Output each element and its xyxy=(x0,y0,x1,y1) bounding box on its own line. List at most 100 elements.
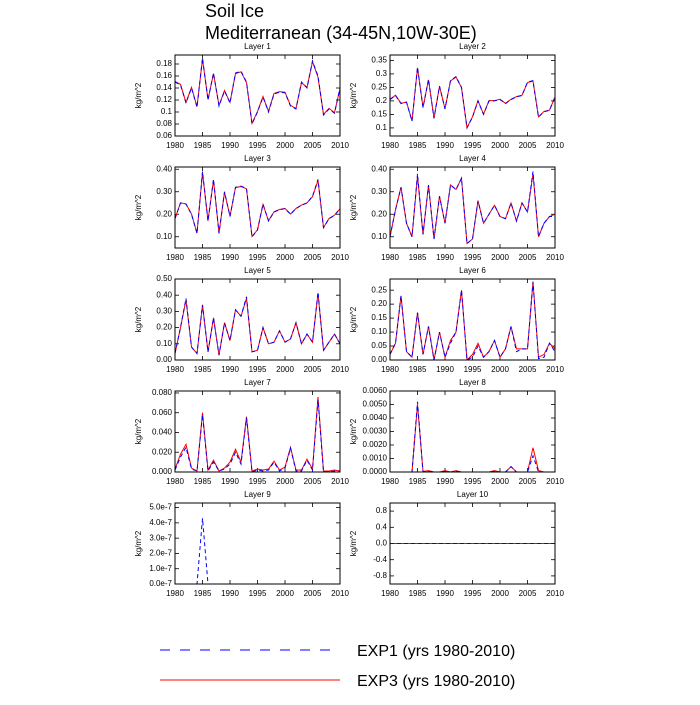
x-tick-label: 2005 xyxy=(304,477,322,486)
y-tick-label: 0.0 xyxy=(376,539,388,548)
legend-label: EXP3 (yrs 1980-2010) xyxy=(357,673,515,690)
y-tick-label: 0.0020 xyxy=(363,440,388,449)
y-tick-label: 0.06 xyxy=(156,131,172,140)
y-tick-label: 0.18 xyxy=(156,59,172,68)
y-tick-label: 0.08 xyxy=(156,119,172,128)
y-tick-label: 0.14 xyxy=(156,83,172,92)
x-tick-label: 2000 xyxy=(491,477,509,486)
x-tick-label: 2000 xyxy=(491,253,509,262)
y-tick-label: 0.0e-7 xyxy=(149,579,172,588)
x-tick-label: 1980 xyxy=(166,589,184,598)
y-axis-label: kg/m^2 xyxy=(349,194,358,220)
y-axis-label: kg/m^2 xyxy=(134,530,143,556)
y-axis-label: kg/m^2 xyxy=(349,530,358,556)
x-tick-label: 1990 xyxy=(436,253,454,262)
x-tick-label: 1995 xyxy=(464,253,482,262)
x-tick-label: 1985 xyxy=(194,253,212,262)
x-tick-label: 2010 xyxy=(546,141,564,150)
x-tick-label: 1995 xyxy=(249,141,267,150)
figure-title: Soil Ice xyxy=(205,1,264,21)
series-line xyxy=(175,57,340,126)
y-tick-label: 0.1 xyxy=(376,123,388,132)
y-tick-label: 0.16 xyxy=(156,71,172,80)
x-tick-label: 2000 xyxy=(491,589,509,598)
x-tick-label: 2010 xyxy=(331,365,349,374)
x-tick-label: 1980 xyxy=(381,253,399,262)
x-tick-label: 1990 xyxy=(436,477,454,486)
x-tick-label: 1985 xyxy=(194,365,212,374)
y-tick-label: 0.0050 xyxy=(363,400,388,409)
plot-frame xyxy=(389,502,556,585)
x-tick-label: 2005 xyxy=(519,477,537,486)
x-tick-label: 2010 xyxy=(546,589,564,598)
x-tick-label: 2005 xyxy=(304,365,322,374)
series-line xyxy=(175,399,340,472)
x-tick-label: 1980 xyxy=(166,253,184,262)
y-tick-label: -0.4 xyxy=(373,555,387,564)
y-tick-label: 0.00 xyxy=(371,355,387,364)
y-tick-label: 0.060 xyxy=(152,408,173,417)
y-tick-label: 4.0e-7 xyxy=(149,518,172,527)
panel-title: Layer 6 xyxy=(459,266,486,275)
x-tick-label: 1995 xyxy=(249,365,267,374)
y-axis-label: kg/m^2 xyxy=(134,194,143,220)
panel-title: Layer 8 xyxy=(459,378,486,387)
x-tick-label: 2005 xyxy=(304,253,322,262)
y-tick-label: 0.30 xyxy=(156,187,172,196)
y-tick-label: 3.0e-7 xyxy=(149,533,172,542)
y-tick-label: 0.20 xyxy=(156,209,172,218)
figure-subtitle: Mediterranean (34-45N,10W-30E) xyxy=(205,23,477,43)
y-tick-label: 0.080 xyxy=(152,388,173,397)
x-tick-label: 1990 xyxy=(221,141,239,150)
x-tick-label: 1985 xyxy=(194,141,212,150)
series-line xyxy=(390,281,555,360)
x-tick-label: 1985 xyxy=(409,253,427,262)
y-tick-label: 0.1 xyxy=(161,107,173,116)
x-tick-label: 1985 xyxy=(409,141,427,150)
y-tick-label: 0.10 xyxy=(156,232,172,241)
x-tick-label: 1985 xyxy=(409,365,427,374)
y-tick-label: 0.000 xyxy=(152,467,173,476)
x-tick-label: 1980 xyxy=(381,589,399,598)
y-tick-label: 0.50 xyxy=(156,274,172,283)
y-tick-label: 0.35 xyxy=(371,56,387,65)
x-tick-label: 1980 xyxy=(381,365,399,374)
panel-title: Layer 10 xyxy=(457,490,489,499)
x-tick-label: 1980 xyxy=(166,365,184,374)
x-tick-label: 2010 xyxy=(331,253,349,262)
x-tick-label: 1995 xyxy=(249,477,267,486)
x-tick-label: 2010 xyxy=(331,589,349,598)
plot-frame xyxy=(174,54,341,137)
y-tick-label: 0.0010 xyxy=(363,454,388,463)
plot-frame xyxy=(389,390,556,473)
y-tick-label: 0.0040 xyxy=(363,413,388,422)
x-tick-label: 1995 xyxy=(249,253,267,262)
x-tick-label: 1995 xyxy=(464,477,482,486)
y-tick-label: 0.0030 xyxy=(363,427,388,436)
plot-frame xyxy=(389,166,556,249)
x-tick-label: 1990 xyxy=(436,365,454,374)
y-tick-label: 0.10 xyxy=(371,327,387,336)
series-line xyxy=(175,59,340,126)
y-tick-label: 0.040 xyxy=(152,428,173,437)
x-tick-label: 2005 xyxy=(519,141,537,150)
series-line xyxy=(390,404,555,472)
y-tick-label: -0.8 xyxy=(373,571,387,580)
x-tick-label: 2000 xyxy=(276,365,294,374)
x-tick-label: 2000 xyxy=(491,365,509,374)
x-tick-label: 2005 xyxy=(304,141,322,150)
y-tick-label: 2.0e-7 xyxy=(149,549,172,558)
panel-title: Layer 7 xyxy=(244,378,271,387)
x-tick-label: 1985 xyxy=(194,589,212,598)
x-tick-label: 2010 xyxy=(331,141,349,150)
y-axis-label: kg/m^2 xyxy=(349,82,358,108)
y-tick-label: 0.12 xyxy=(156,95,172,104)
x-tick-label: 1990 xyxy=(221,477,239,486)
series-line xyxy=(175,171,340,238)
y-tick-label: 0.8 xyxy=(376,506,388,515)
y-axis-label: kg/m^2 xyxy=(349,418,358,444)
y-tick-label: 0.30 xyxy=(371,187,387,196)
x-tick-label: 1985 xyxy=(409,477,427,486)
x-tick-label: 1990 xyxy=(436,141,454,150)
